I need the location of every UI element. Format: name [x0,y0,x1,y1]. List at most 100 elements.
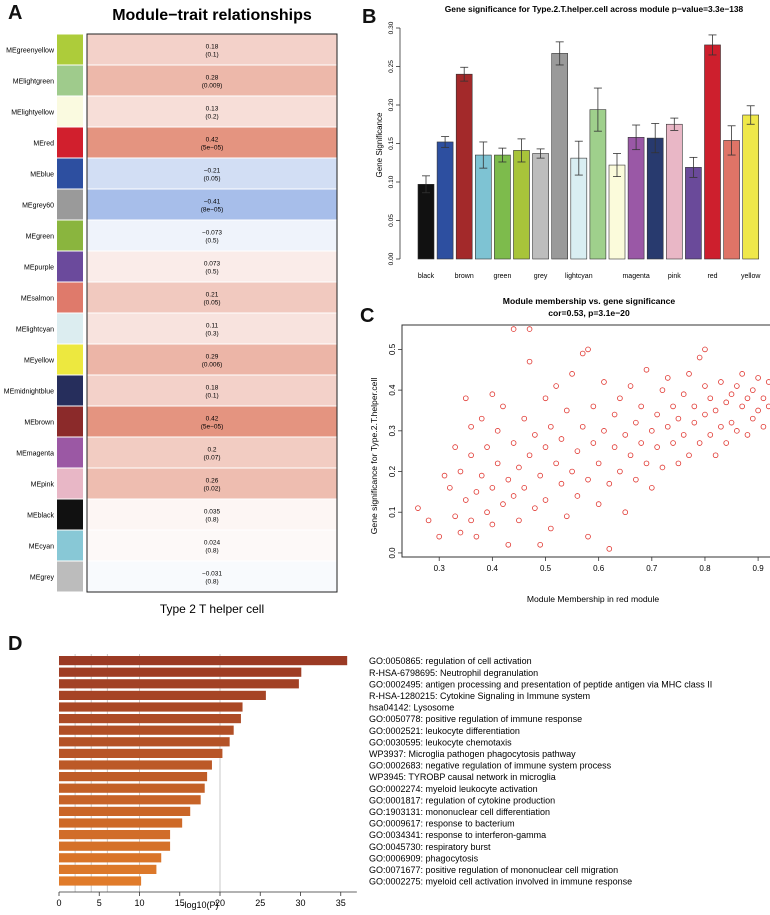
scatter-point [452,513,458,520]
scatter-point [744,395,751,402]
bar-y-tick-label: 0.30 [388,21,395,34]
bar-y-tick-label: 0.20 [388,98,395,111]
scatter-point [590,440,597,446]
heatmap-cell-correlation: 0.18 [206,44,219,51]
scatter-point [569,371,575,377]
scatter-point [526,326,533,332]
scatter-point [611,444,618,450]
heatmap-cell-correlation: 0.28 [206,75,219,82]
scatter-point [675,460,682,467]
heatmap-row-label: MEred [33,141,54,148]
scatter-point [617,468,623,475]
scatter-point [670,403,676,410]
heatmap-cell-pvalue: (0.3) [205,331,218,338]
scatter-point [537,541,543,548]
heatmap-cell [87,561,337,592]
scatter-y-tick-label: 0.1 [388,506,397,518]
module-color-swatch [57,375,83,406]
enrichment-term-label: GO:1903131: mononuclear cell differentia… [369,807,550,817]
enrichment-x-tick-label: 25 [255,898,265,908]
scatter-point [542,497,549,503]
bar-lightgreen [589,109,607,260]
scatter-point [675,415,682,422]
scatter-point [537,472,543,479]
heatmap-cell-pvalue: (0.1) [205,52,218,59]
scatter-point [638,440,644,446]
scatter-point [415,505,421,511]
scatter-point [718,423,724,430]
heatmap-cell-pvalue: (0.05) [204,176,221,183]
bar-x-tick-label: pink [668,273,681,280]
heatmap-row-label: MEyellow [24,358,55,365]
scatter-subtitle: cor=0.53, p=3.1e−20 [548,308,630,318]
module-color-swatch [57,499,83,530]
enrichment-bar [59,795,201,805]
scatter-x-tick-label: 0.6 [593,564,605,573]
heatmap-row-label: MEpurple [24,265,54,272]
module-color-swatch [57,220,83,251]
heatmap-row-label: MEmagenta [16,451,54,458]
enrichment-term-label: GO:0002275: myeloid cell activation invo… [369,877,632,887]
enrichment-x-tick-label: 0 [56,898,61,908]
module-color-swatch [57,313,83,344]
scatter-point [532,432,538,438]
scatter-point [712,407,719,414]
scatter-point [579,350,586,357]
scatter-point [585,346,591,353]
heatmap-cell-correlation: 0.11 [206,323,219,330]
scatter-point [627,452,634,459]
enrichment-bar [59,690,266,700]
heatmap-row-label: MEbrown [24,420,54,427]
heatmap-cell-pvalue: (0.02) [204,486,221,493]
scatter-point [760,423,767,430]
scatter-point [686,452,692,459]
enrichment-bar [59,830,171,840]
heatmap-cell [87,468,337,499]
scatter-point [585,476,591,483]
heatmap-row-label: MEgreen [26,234,55,241]
scatter-point [489,485,496,491]
bar-salmon [723,140,740,260]
scatter-point [728,391,735,397]
enrichment-bar [59,702,243,712]
enrichment-bar [59,772,208,782]
module-color-swatch [57,158,83,189]
scatter-point [670,440,676,446]
bar-y-tick-label: 0.05 [388,214,395,227]
scatter-point [707,432,714,438]
heatmap-cell [87,127,337,158]
scatter-x-tick-label: 0.9 [753,564,765,573]
heatmap-cell-pvalue: (0.006) [202,362,223,369]
enrichment-bar [59,725,234,735]
bar-midnightblue [646,137,664,260]
bar-pink [665,123,683,260]
enrichment-bar [59,714,241,724]
heatmap-cell-correlation: −0.031 [202,571,222,578]
bar-red [704,44,721,260]
enrichment-bar [59,806,191,816]
scatter-point [622,432,629,438]
scatter-point [548,525,554,532]
scatter-y-tick-label: 0.4 [388,384,397,396]
enrichment-bar [59,841,171,851]
panel-label-a: A [8,2,23,24]
module-trait-heatmap: Module−trait relationships MEgreenyellow… [4,7,338,616]
heatmap-row-label: MEcyan [29,544,54,551]
bar-x-tick-label: yellow [741,273,761,280]
enrichment-bar [59,818,183,828]
bar-x-tick-label: brown [455,273,474,280]
enrichment-term-label: GO:0002683: negative regulation of immun… [369,761,612,771]
bar-x-tick-label: green [493,273,511,280]
scatter-point [500,403,506,410]
scatter-y-tick-label: 0.3 [388,425,397,437]
scatter-point [712,452,719,459]
scatter-point [723,440,730,446]
scatter-point [633,419,639,426]
scatter-point [702,411,708,418]
scatter-x-label: Module Membership in red module [527,594,660,604]
scatter-x-tick-label: 0.4 [487,564,499,573]
heatmap-row-label: MElightyellow [11,110,55,117]
enrichment-x-tick-label: 30 [295,898,305,908]
bar-blue [436,141,454,260]
heatmap-cell-correlation: 0.024 [204,540,221,547]
